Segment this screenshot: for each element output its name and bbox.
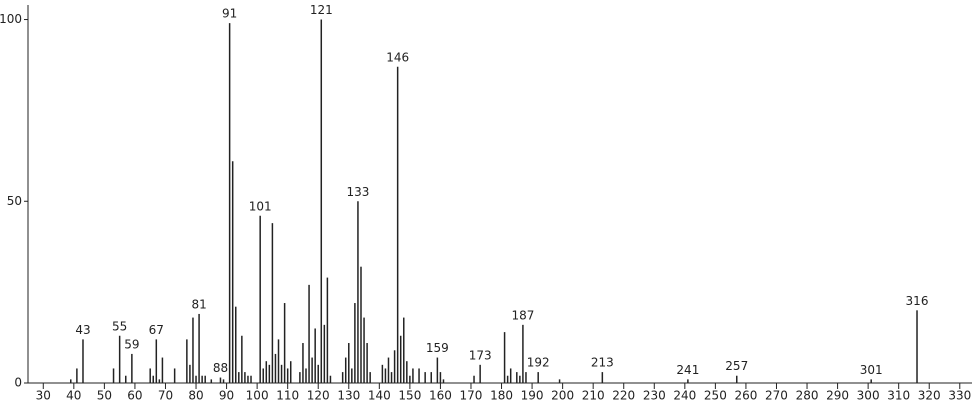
x-tick-label: 150 — [398, 389, 421, 403]
x-tick-label: 90 — [219, 389, 234, 403]
x-tick-label: 300 — [857, 389, 880, 403]
peak-label: 301 — [860, 363, 883, 377]
x-tick-label: 130 — [337, 389, 360, 403]
peak-label: 55 — [112, 319, 127, 333]
x-tick-label: 310 — [887, 389, 910, 403]
peak-label: 43 — [75, 323, 90, 337]
x-tick-label: 100 — [246, 389, 269, 403]
x-tick-label: 60 — [127, 389, 142, 403]
x-tick-label: 330 — [948, 389, 971, 403]
x-tick-label: 120 — [307, 389, 330, 403]
x-tick-label: 270 — [765, 389, 788, 403]
peak-label: 316 — [906, 294, 929, 308]
peak-label: 173 — [469, 348, 492, 362]
x-tick-label: 110 — [276, 389, 299, 403]
x-tick-label: 140 — [368, 389, 391, 403]
peak-label: 213 — [591, 356, 614, 370]
peak-label: 146 — [386, 50, 409, 64]
peak-label: 81 — [191, 297, 206, 311]
y-tick-label: 100 — [0, 12, 22, 26]
x-tick-label: 240 — [673, 389, 696, 403]
x-tick-label: 30 — [36, 389, 51, 403]
x-tick-label: 260 — [734, 389, 757, 403]
y-tick-label: 50 — [7, 194, 22, 208]
x-tick-label: 180 — [490, 389, 513, 403]
peak-label: 241 — [676, 363, 699, 377]
x-tick-label: 40 — [66, 389, 81, 403]
y-tick-label: 0 — [14, 376, 22, 390]
x-tick-label: 250 — [704, 389, 727, 403]
x-tick-label: 210 — [582, 389, 605, 403]
x-tick-label: 80 — [188, 389, 203, 403]
peak-label: 67 — [149, 323, 164, 337]
x-tick-label: 70 — [158, 389, 173, 403]
peak-label: 257 — [725, 359, 748, 373]
x-tick-label: 200 — [551, 389, 574, 403]
x-tick-label: 220 — [612, 389, 635, 403]
x-tick-label: 170 — [460, 389, 483, 403]
peak-label: 59 — [124, 337, 139, 351]
x-tick-label: 290 — [826, 389, 849, 403]
peak-label: 101 — [249, 199, 272, 213]
peak-label: 133 — [346, 185, 369, 199]
x-tick-label: 50 — [97, 389, 112, 403]
x-tick-label: 230 — [643, 389, 666, 403]
peak-label: 159 — [426, 341, 449, 355]
peak-label: 192 — [527, 356, 550, 370]
peak-label: 121 — [310, 3, 333, 17]
x-tick-label: 160 — [429, 389, 452, 403]
peak-label: 91 — [222, 7, 237, 21]
x-tick-label: 190 — [521, 389, 544, 403]
x-tick-label: 280 — [796, 389, 819, 403]
peak-label: 88 — [213, 361, 228, 375]
peak-label: 187 — [511, 308, 534, 322]
x-tick-label: 320 — [918, 389, 941, 403]
